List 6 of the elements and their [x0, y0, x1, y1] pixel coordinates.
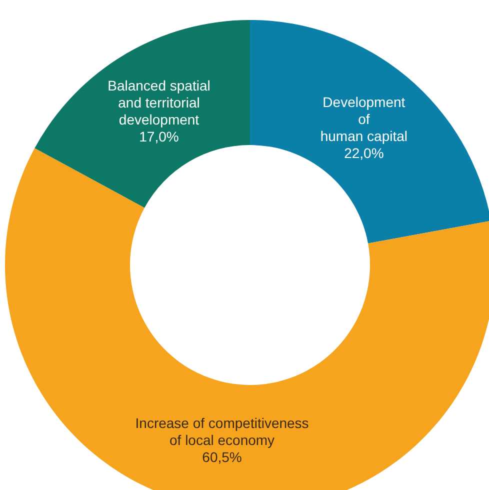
- slice-label: Balanced spatial and territorial development: [108, 77, 210, 128]
- data-label: 22,0%: [344, 144, 384, 160]
- slice-label: Development of human capital: [320, 93, 408, 144]
- data-label: 17,0%: [139, 128, 179, 144]
- data-label: 60,5%: [202, 448, 242, 464]
- slice-label: Increase of competitiveness of local economy: [135, 414, 309, 448]
